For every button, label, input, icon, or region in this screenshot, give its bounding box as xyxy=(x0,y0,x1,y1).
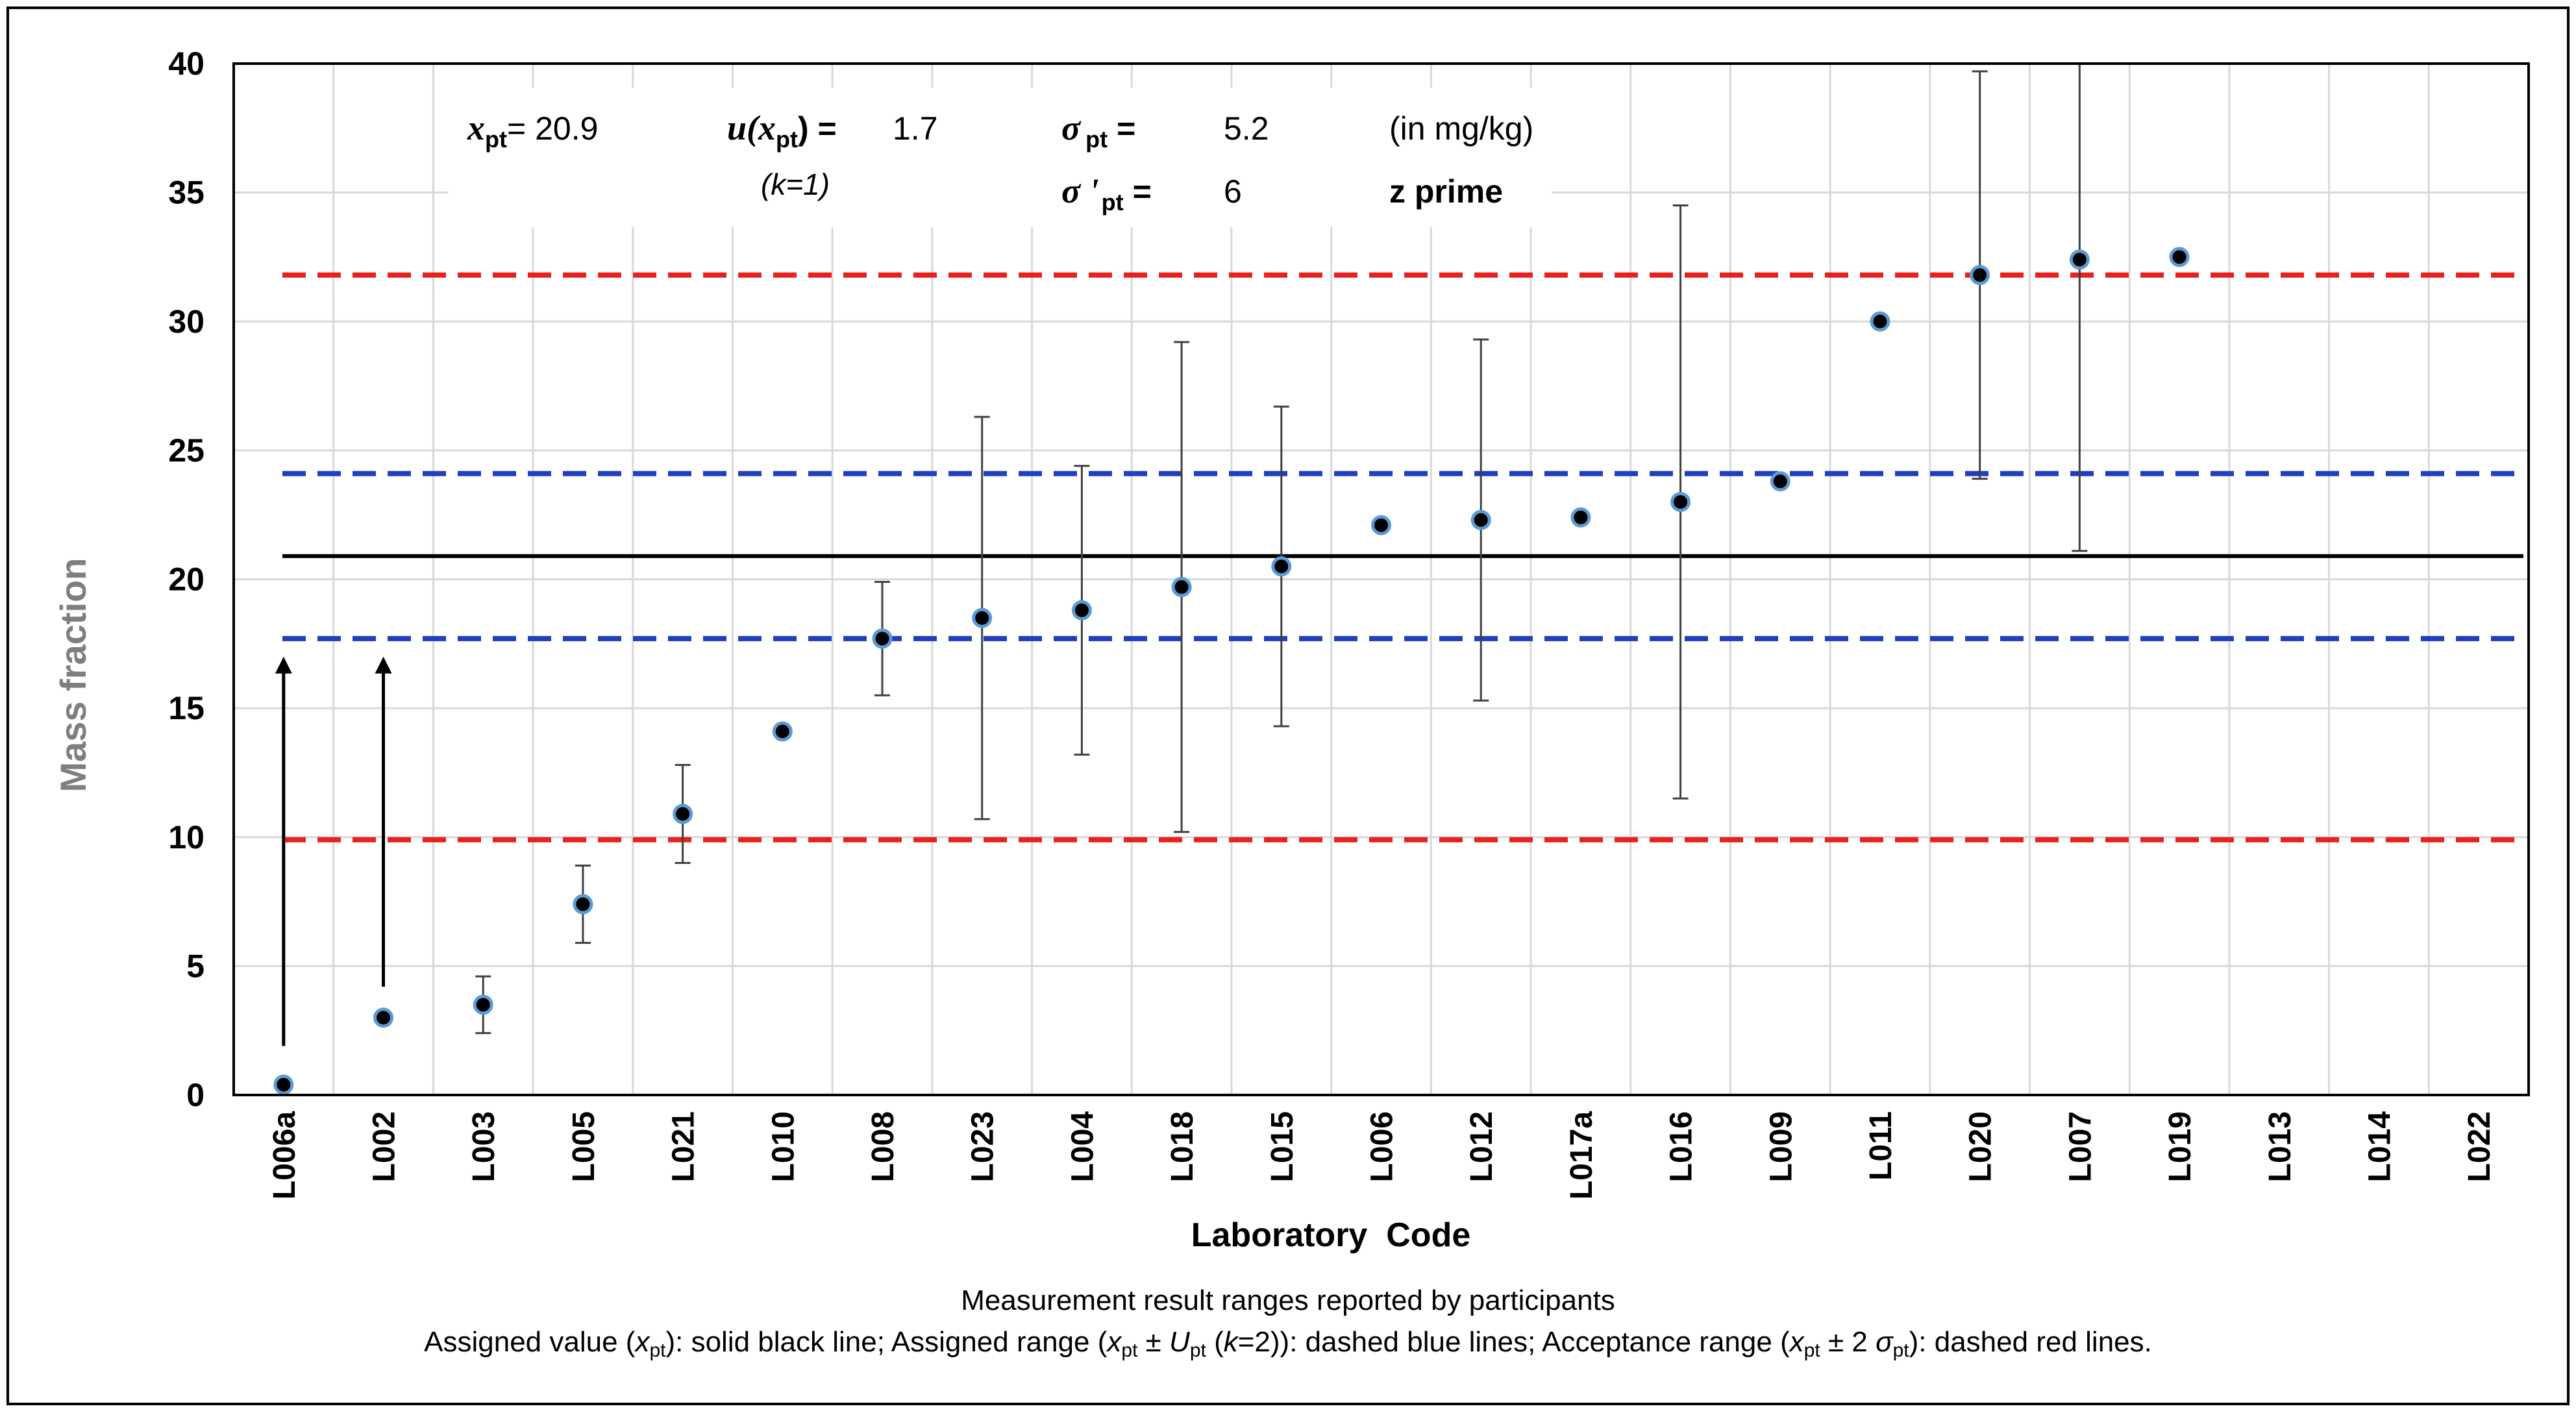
data-point-L011 xyxy=(1870,311,1890,332)
sigma-prime-symbol: σ ' xyxy=(1061,171,1099,210)
data-point-L005 xyxy=(573,894,593,915)
xpt-value: = 20.9 xyxy=(507,110,598,147)
arrow-head-L006a xyxy=(275,656,292,674)
xpt-annotation: xpt= 20.9 xyxy=(467,108,598,153)
data-point-L018 xyxy=(1171,576,1192,597)
grid xyxy=(234,64,2529,1095)
u-symbol: u(x xyxy=(727,108,776,147)
data-point-L008 xyxy=(872,628,893,649)
x-tick-label: L017a xyxy=(1565,1111,1599,1200)
arrows xyxy=(275,656,392,1046)
x-tick-label: L006a xyxy=(267,1111,302,1200)
data-point-L003 xyxy=(473,994,493,1015)
y-tick-label: 35 xyxy=(168,175,204,211)
annotation-block: xpt= 20.9 u(xpt) = 1.7 (k=1) σ pt = 5.2 (i… xyxy=(467,108,1533,215)
x-tick-label: L009 xyxy=(1764,1111,1798,1182)
y-tick-label: 30 xyxy=(168,303,204,339)
data-points xyxy=(273,247,2190,1095)
data-point-L010 xyxy=(772,721,793,742)
u-close: ) = xyxy=(798,110,837,147)
sigma-prime-annotation: σ ' pt = xyxy=(1061,171,1152,215)
data-point-L006a xyxy=(273,1074,294,1095)
data-point-L009 xyxy=(1770,471,1790,492)
data-point-L019 xyxy=(2169,247,2190,267)
u-value: 1.7 xyxy=(893,110,938,147)
y-tick-label: 40 xyxy=(168,45,204,82)
sigma-value: 5.2 xyxy=(1224,110,1269,147)
reference-lines xyxy=(282,272,2523,843)
data-point-L016 xyxy=(1670,491,1691,512)
x-axis-ticks: L006a L002 L003 L005 L021 L010 L008 L023 L004 L01… xyxy=(267,1111,2497,1200)
data-point-L006 xyxy=(1371,515,1391,535)
x-tick-label: L016 xyxy=(1665,1111,1699,1182)
x-tick-label: L008 xyxy=(866,1111,900,1182)
k-note: (k=1) xyxy=(761,167,830,201)
x-tick-label: L018 xyxy=(1165,1111,1200,1182)
x-tick-label: L023 xyxy=(966,1111,1000,1182)
data-point-L015 xyxy=(1271,556,1292,577)
data-point-L021 xyxy=(673,804,693,824)
x-tick-label: L019 xyxy=(2163,1111,2198,1182)
y-axis-ticks: 0 5 10 15 20 25 30 35 40 xyxy=(168,45,204,1113)
x-tick-label: L013 xyxy=(2263,1111,2297,1182)
x-tick-label: L005 xyxy=(567,1111,601,1182)
score-note: z prime xyxy=(1389,173,1503,210)
caption-line-2: Assigned value (xpt): solid black line; … xyxy=(424,1326,2152,1361)
caption-line-1: Measurement result ranges reported by pa… xyxy=(961,1285,1615,1316)
x-tick-label: L020 xyxy=(1964,1111,1998,1182)
y-tick-label: 15 xyxy=(168,690,204,726)
x-tick-label: L021 xyxy=(667,1111,701,1182)
x-tick-label: L010 xyxy=(766,1111,800,1182)
x-tick-label: L003 xyxy=(467,1111,501,1182)
arrow-head-L002 xyxy=(375,656,392,674)
x-tick-label: L004 xyxy=(1065,1111,1100,1183)
data-point-L007 xyxy=(2069,249,2090,270)
x-tick-label: L002 xyxy=(367,1111,402,1182)
data-point-L023 xyxy=(972,608,993,628)
x-tick-label: L011 xyxy=(1864,1111,1898,1181)
y-tick-label: 0 xyxy=(186,1077,204,1113)
xpt-sub: pt xyxy=(485,126,507,153)
unit-note: (in mg/kg) xyxy=(1389,110,1533,147)
y-tick-label: 5 xyxy=(186,948,204,984)
x-axis-label: Laboratory Code xyxy=(1191,1216,1471,1254)
sigma-sub: pt xyxy=(1085,126,1108,153)
sigma-prime-value: 6 xyxy=(1224,173,1242,210)
y-axis-label: Mass fraction xyxy=(53,558,93,793)
x-tick-label: L022 xyxy=(2462,1111,2497,1182)
u-annotation: u(xpt) = xyxy=(727,108,837,153)
x-tick-label: L015 xyxy=(1265,1111,1300,1182)
y-tick-label: 10 xyxy=(168,819,204,855)
sigma-eq: = xyxy=(1117,110,1135,147)
data-point-L017a xyxy=(1570,507,1591,528)
sigma-prime-sub: pt xyxy=(1102,189,1124,215)
sigma-prime-eq: = xyxy=(1133,173,1152,210)
y-tick-label: 20 xyxy=(168,561,204,598)
sigma-symbol: σ xyxy=(1061,108,1082,147)
xpt-symbol: x xyxy=(467,108,485,147)
u-sub: pt xyxy=(776,126,798,153)
x-tick-label: L012 xyxy=(1465,1111,1499,1182)
x-tick-label: L014 xyxy=(2362,1111,2397,1183)
data-point-L002 xyxy=(373,1007,394,1028)
sigma-annotation: σ pt = xyxy=(1061,108,1135,153)
x-tick-label: L007 xyxy=(2063,1111,2098,1182)
x-tick-label: L006 xyxy=(1365,1111,1400,1182)
annotation-background xyxy=(448,88,1552,227)
plot-area-frame xyxy=(232,62,2530,1096)
data-point-L004 xyxy=(1071,600,1092,621)
data-point-L012 xyxy=(1470,510,1491,530)
y-tick-label: 25 xyxy=(168,432,204,469)
figure-frame xyxy=(6,6,2570,1405)
data-point-L020 xyxy=(1970,265,1990,286)
